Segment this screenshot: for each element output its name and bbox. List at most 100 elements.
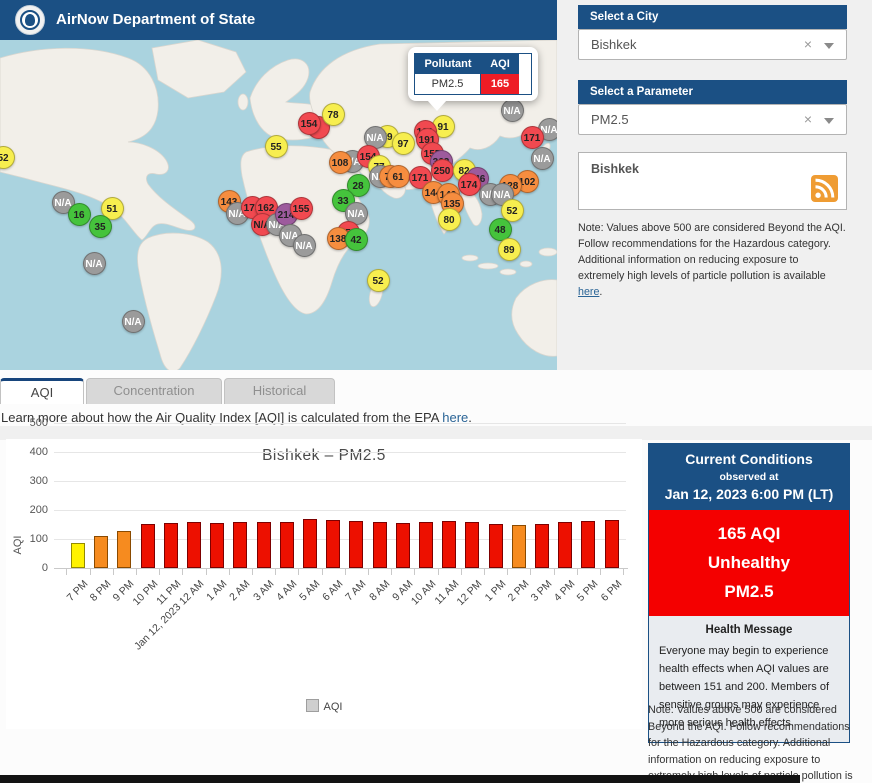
- chart-bar[interactable]: [94, 536, 109, 568]
- x-tick: [321, 569, 323, 575]
- x-tick: [89, 569, 91, 575]
- map-marker[interactable]: 48: [488, 217, 512, 241]
- clear-city-icon[interactable]: ×: [803, 36, 812, 52]
- x-tick: [252, 569, 253, 575]
- chart-bar[interactable]: [233, 522, 248, 568]
- popup-pollutant-header: Pollutant: [415, 54, 481, 74]
- clear-parameter-icon[interactable]: ×: [803, 111, 812, 127]
- x-tick: [298, 569, 300, 575]
- y-tick-label: 100: [29, 533, 48, 545]
- map-marker[interactable]: N/A: [121, 309, 145, 333]
- current-conditions-title: Current Conditions: [685, 451, 813, 467]
- popup-aqi-value: 165: [481, 74, 519, 94]
- map-marker[interactable]: 80: [437, 207, 461, 231]
- chart-bar[interactable]: [210, 523, 225, 568]
- y-tick-label: 300: [29, 475, 48, 487]
- map-marker[interactable]: 52: [366, 268, 390, 292]
- chevron-down-icon[interactable]: [824, 43, 834, 49]
- map-marker[interactable]: 154: [297, 111, 321, 135]
- x-tick: [136, 569, 137, 575]
- legend-label: AQI: [323, 701, 343, 713]
- tab-concentration[interactable]: Concentration: [86, 378, 222, 404]
- chart-bar[interactable]: [465, 522, 480, 568]
- popup-pointer: [427, 100, 447, 111]
- city-select[interactable]: Bishkek ×: [578, 29, 847, 60]
- chart-bar[interactable]: [488, 524, 503, 568]
- map-marker[interactable]: 97: [391, 131, 415, 155]
- map-popup: Pollutant AQI PM2.5 165: [408, 47, 538, 111]
- current-aqi-badge: 165 AQI Unhealthy PM2.5: [649, 510, 849, 616]
- map-marker[interactable]: N/A: [363, 125, 387, 149]
- select-parameter-header: Select a Parameter: [578, 80, 847, 104]
- map-marker[interactable]: 108: [328, 150, 352, 174]
- x-tick: [600, 569, 601, 575]
- chart-legend: AQI: [6, 699, 642, 713]
- app-header: AirNow Department of State: [0, 0, 557, 40]
- map-marker[interactable]: N/A: [500, 98, 524, 122]
- chart-bar[interactable]: [581, 521, 596, 568]
- map-marker[interactable]: N/A: [82, 251, 106, 275]
- map-marker[interactable]: 250: [430, 158, 454, 182]
- rss-city-label: Bishkek: [591, 162, 639, 176]
- legend-swatch: [305, 699, 319, 712]
- chart-bar[interactable]: [558, 522, 573, 568]
- tab-bar: AQI Concentration Historical: [0, 378, 337, 405]
- note-here-link[interactable]: here: [578, 286, 600, 298]
- chart-bar[interactable]: [442, 521, 457, 568]
- x-axis-line: [54, 568, 628, 569]
- chart-bar[interactable]: [187, 522, 201, 568]
- chart-bar[interactable]: [117, 531, 132, 568]
- chart-bar[interactable]: [604, 520, 619, 568]
- map-marker[interactable]: 61: [386, 164, 410, 188]
- chevron-down-icon[interactable]: [824, 118, 834, 124]
- chart-bar[interactable]: [140, 524, 155, 568]
- observed-at-label: observed at: [719, 471, 779, 483]
- chart-bar[interactable]: [71, 543, 85, 568]
- map-marker[interactable]: 28: [346, 173, 370, 197]
- map-marker[interactable]: 55: [264, 134, 288, 158]
- map-marker[interactable]: 52: [0, 145, 15, 169]
- chart-bar[interactable]: [326, 520, 341, 568]
- x-tick: [576, 569, 578, 575]
- chart-bar[interactable]: [511, 525, 526, 568]
- tab-historical[interactable]: Historical: [224, 378, 335, 404]
- world-aqi-map[interactable]: 52 N/A 16 51 35 N/A N/A 143 N/A 175 162 N/A N/A 214 N/…: [0, 40, 557, 370]
- parameter-select-value: PM2.5: [591, 112, 629, 127]
- chart-bar[interactable]: [279, 522, 294, 568]
- learn-more-here-link[interactable]: here: [442, 410, 469, 425]
- x-tick: [484, 569, 485, 575]
- chart-bar[interactable]: [395, 523, 410, 568]
- chart-bar[interactable]: [303, 519, 317, 568]
- popup-pollutant-value: PM2.5: [415, 74, 481, 94]
- select-city-header: Select a City: [578, 5, 847, 29]
- map-marker[interactable]: 42: [344, 227, 368, 251]
- y-tick-label: 500: [29, 417, 48, 429]
- chart-bar[interactable]: [419, 522, 433, 568]
- chart-bar[interactable]: [163, 523, 178, 568]
- map-marker[interactable]: 89: [497, 237, 521, 261]
- map-marker[interactable]: 78: [321, 102, 345, 126]
- map-marker[interactable]: 51: [100, 196, 124, 220]
- map-marker[interactable]: N/A: [292, 233, 316, 257]
- map-marker[interactable]: 171: [520, 125, 544, 149]
- aqi-bar-chart: Bishkek – PM2.5 AQI 0 100 200 300 400 500 7 PM…: [6, 417, 642, 729]
- map-marker[interactable]: 155: [289, 196, 313, 220]
- map-marker[interactable]: 35: [88, 214, 112, 238]
- chart-bar[interactable]: [535, 524, 549, 568]
- map-marker[interactable]: N/A: [530, 146, 554, 170]
- chart-title: Bishkek – PM2.5: [262, 447, 386, 464]
- chart-bar[interactable]: [372, 522, 387, 568]
- x-tick: [228, 569, 230, 575]
- y-tick-label: 400: [29, 446, 48, 458]
- chart-bar[interactable]: [256, 522, 271, 568]
- current-conditions-header: Current Conditions observed at Jan 12, 2…: [649, 444, 849, 510]
- tab-aqi[interactable]: AQI: [0, 378, 84, 404]
- lower-section: AQI Concentration Historical Learn more ab…: [0, 370, 872, 783]
- chart-bar[interactable]: [349, 521, 364, 568]
- rss-icon[interactable]: [811, 175, 838, 202]
- map-marker[interactable]: 52: [500, 198, 524, 222]
- map-marker[interactable]: 16: [67, 202, 91, 226]
- map-marker[interactable]: 174: [457, 172, 481, 196]
- parameter-select[interactable]: PM2.5 ×: [578, 104, 847, 135]
